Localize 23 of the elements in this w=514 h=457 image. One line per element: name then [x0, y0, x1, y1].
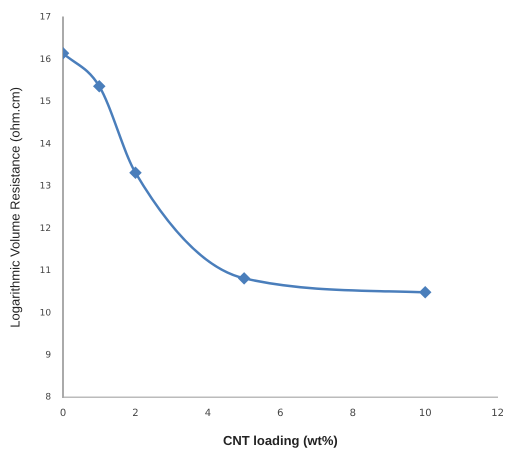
y-tick-label: 16 [40, 54, 52, 65]
x-tick-label: 12 [491, 408, 504, 419]
y-tick-label: 9 [45, 350, 52, 361]
y-tick-label: 15 [40, 97, 52, 108]
y-tick-label: 8 [45, 392, 52, 403]
x-tick-label: 0 [60, 408, 66, 419]
x-tick-label: 6 [277, 408, 284, 419]
y-tick-label: 17 [40, 12, 52, 23]
y-tick-label: 11 [40, 266, 52, 276]
point [419, 286, 431, 298]
y-tick-label: 10 [40, 308, 52, 318]
y-tick-label: 12 [40, 224, 52, 234]
point [238, 272, 250, 284]
y-tick-label: 14 [40, 139, 52, 150]
y-tick-label: 13 [40, 182, 52, 192]
x-tick-label: 10 [418, 408, 432, 419]
x-axis-title: CNT loading (wt%) [222, 432, 338, 448]
y-axis-title: Logarithmic Volume Resistance (ohm.cm) [7, 87, 22, 328]
x-tick-label: 2 [132, 408, 139, 419]
x-tick-label: 4 [204, 408, 212, 419]
x-tick-label: 8 [350, 408, 356, 419]
point [130, 167, 142, 179]
point [94, 80, 106, 92]
